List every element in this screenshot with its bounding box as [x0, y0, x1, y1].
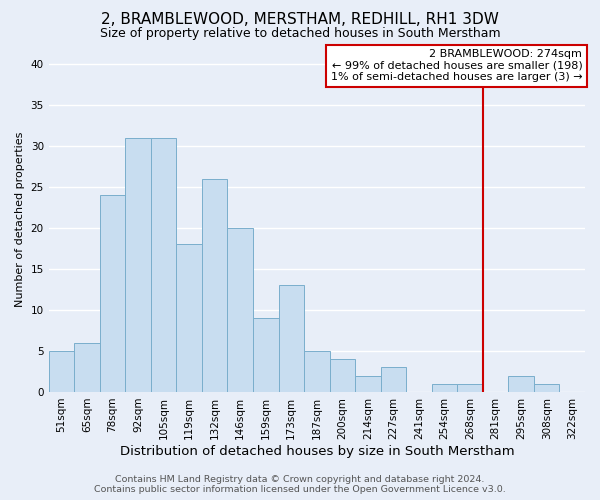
Bar: [508, 376, 534, 392]
Bar: [74, 343, 100, 392]
Bar: [100, 195, 125, 392]
Bar: [49, 351, 74, 392]
Bar: [253, 318, 278, 392]
Text: Size of property relative to detached houses in South Merstham: Size of property relative to detached ho…: [100, 28, 500, 40]
Bar: [534, 384, 559, 392]
Bar: [151, 138, 176, 392]
Bar: [355, 376, 380, 392]
Bar: [202, 178, 227, 392]
Bar: [329, 359, 355, 392]
Bar: [227, 228, 253, 392]
Bar: [457, 384, 483, 392]
X-axis label: Distribution of detached houses by size in South Merstham: Distribution of detached houses by size …: [119, 444, 514, 458]
Bar: [432, 384, 457, 392]
Text: 2, BRAMBLEWOOD, MERSTHAM, REDHILL, RH1 3DW: 2, BRAMBLEWOOD, MERSTHAM, REDHILL, RH1 3…: [101, 12, 499, 28]
Bar: [176, 244, 202, 392]
Bar: [304, 351, 329, 392]
Bar: [278, 286, 304, 392]
Text: Contains HM Land Registry data © Crown copyright and database right 2024.
Contai: Contains HM Land Registry data © Crown c…: [94, 474, 506, 494]
Y-axis label: Number of detached properties: Number of detached properties: [15, 132, 25, 308]
Bar: [380, 368, 406, 392]
Bar: [125, 138, 151, 392]
Text: 2 BRAMBLEWOOD: 274sqm
← 99% of detached houses are smaller (198)
1% of semi-deta: 2 BRAMBLEWOOD: 274sqm ← 99% of detached …: [331, 49, 583, 82]
